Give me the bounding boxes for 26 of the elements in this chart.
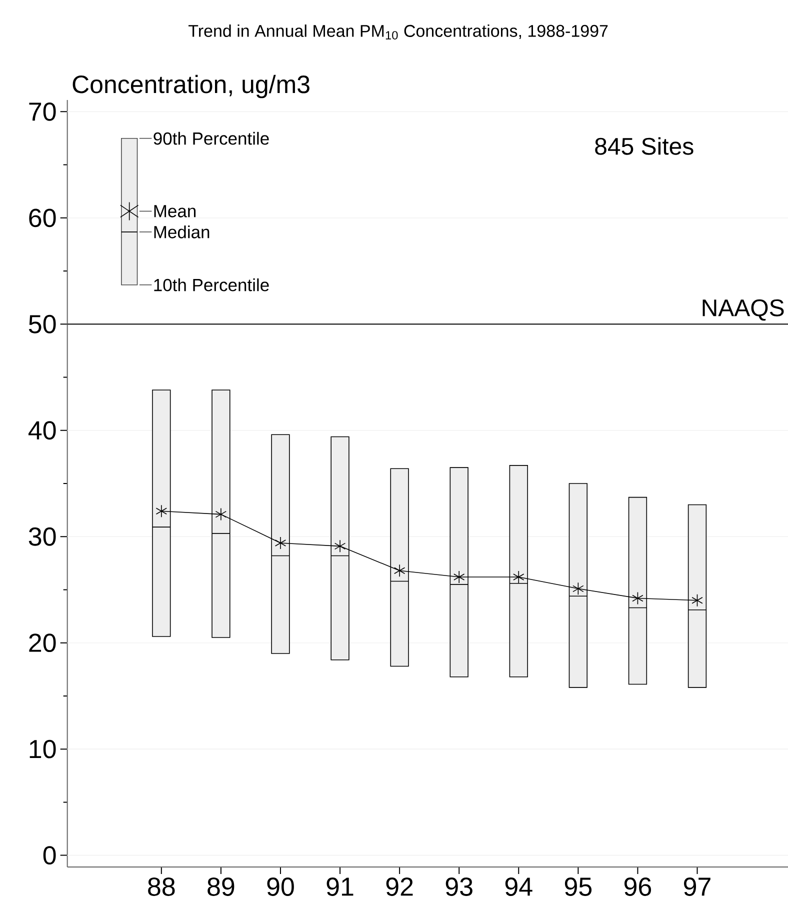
y-tick-label: 10 — [30, 740, 56, 758]
y-tick-label: 70 — [29, 102, 56, 121]
chart-title: Trend in Annual Mean PM$_{10}$ Concentrations, 1988-1997 — [188, 24, 608, 40]
x-tick-label: 97 — [684, 878, 710, 896]
x-tick-label: 94 — [505, 878, 532, 896]
annotation: Median — [154, 225, 209, 238]
y-tick-label: 40 — [28, 421, 56, 440]
x-tick-label: 88 — [148, 878, 175, 896]
y-axis-title: Concentration, ug/m3 — [72, 74, 310, 98]
annotation: 90th Percentile — [154, 132, 269, 145]
annotation: Mean — [154, 205, 196, 218]
annotation: 845 Sites — [594, 137, 694, 155]
x-tick-label: 95 — [564, 878, 592, 896]
x-tick-label: 90 — [267, 878, 294, 896]
y-tick-label: 60 — [29, 208, 56, 228]
y-tick-label: 20 — [29, 634, 56, 652]
y-tick-label: 50 — [28, 314, 56, 334]
x-tick-label: 93 — [446, 878, 472, 896]
x-tick-label: 89 — [207, 878, 234, 896]
x-tick-label: 92 — [386, 878, 413, 896]
x-tick-label: 91 — [326, 878, 354, 896]
annotation: 10th Percentile — [154, 278, 269, 292]
y-tick-label: 30 — [28, 527, 56, 546]
y-tick-label: 0 — [43, 846, 56, 865]
ref-line-label: NAAQS — [702, 299, 784, 321]
x-tick-label: 96 — [624, 878, 651, 896]
